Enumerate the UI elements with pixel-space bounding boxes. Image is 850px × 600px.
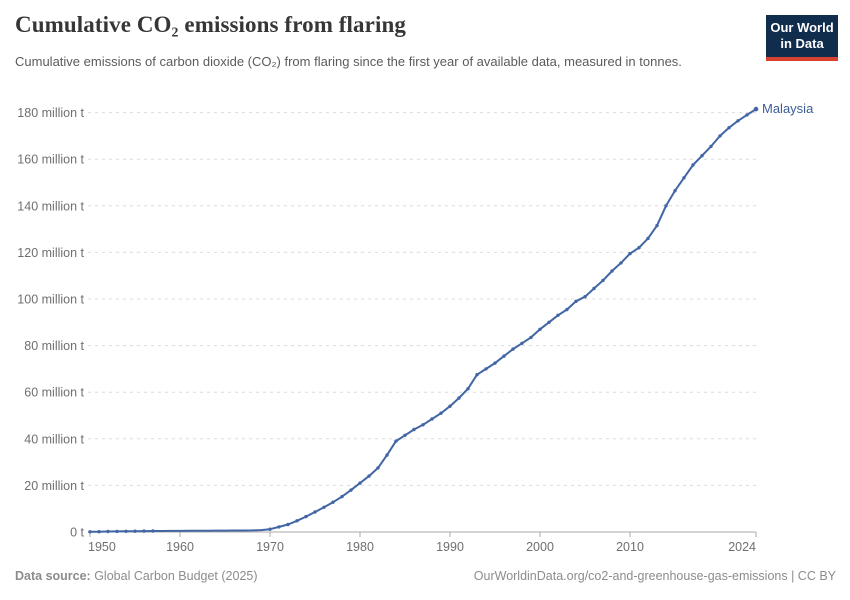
series-label-malaysia[interactable]: Malaysia [762, 101, 814, 116]
y-tick-label: 40 million t [24, 432, 84, 446]
y-tick-label: 180 million t [17, 106, 84, 120]
page-title: Cumulative CO₂ emissions from flaring [15, 12, 406, 37]
x-tick-label: 1980 [346, 540, 374, 554]
x-tick-label: 2000 [526, 540, 554, 554]
x-tick-label: 1960 [166, 540, 194, 554]
x-tick-label: 1970 [256, 540, 284, 554]
x-tick-label: 1990 [436, 540, 464, 554]
x-tick-label: 2024 [728, 540, 756, 554]
owid-logo-line2: in Data [780, 36, 824, 52]
data-source: Data source: Global Carbon Budget (2025) [15, 569, 258, 583]
y-tick-label: 100 million t [17, 293, 84, 307]
y-tick-label: 60 million t [24, 386, 84, 400]
chart-footer: Data source: Global Carbon Budget (2025)… [15, 569, 836, 583]
emissions-line[interactable] [89, 108, 757, 533]
footer-link[interactable]: OurWorldinData.org/co2-and-greenhouse-ga… [473, 569, 836, 583]
y-tick-label: 140 million t [17, 199, 84, 213]
y-tick-label: 80 million t [24, 339, 84, 353]
data-source-label: Data source: [15, 569, 91, 583]
chart-subtitle: Cumulative emissions of carbon dioxide (… [15, 54, 682, 69]
data-source-value: Global Carbon Budget (2025) [90, 569, 258, 583]
y-tick-label: 160 million t [17, 153, 84, 167]
y-tick-label: 120 million t [17, 246, 84, 260]
y-tick-label: 0 t [70, 526, 84, 540]
x-tick-label: 2010 [616, 540, 644, 554]
x-tick-label: 1950 [88, 540, 116, 554]
owid-logo[interactable]: Our World in Data [766, 15, 838, 61]
y-tick-label: 20 million t [24, 479, 84, 493]
owid-logo-line1: Our World [770, 20, 834, 35]
